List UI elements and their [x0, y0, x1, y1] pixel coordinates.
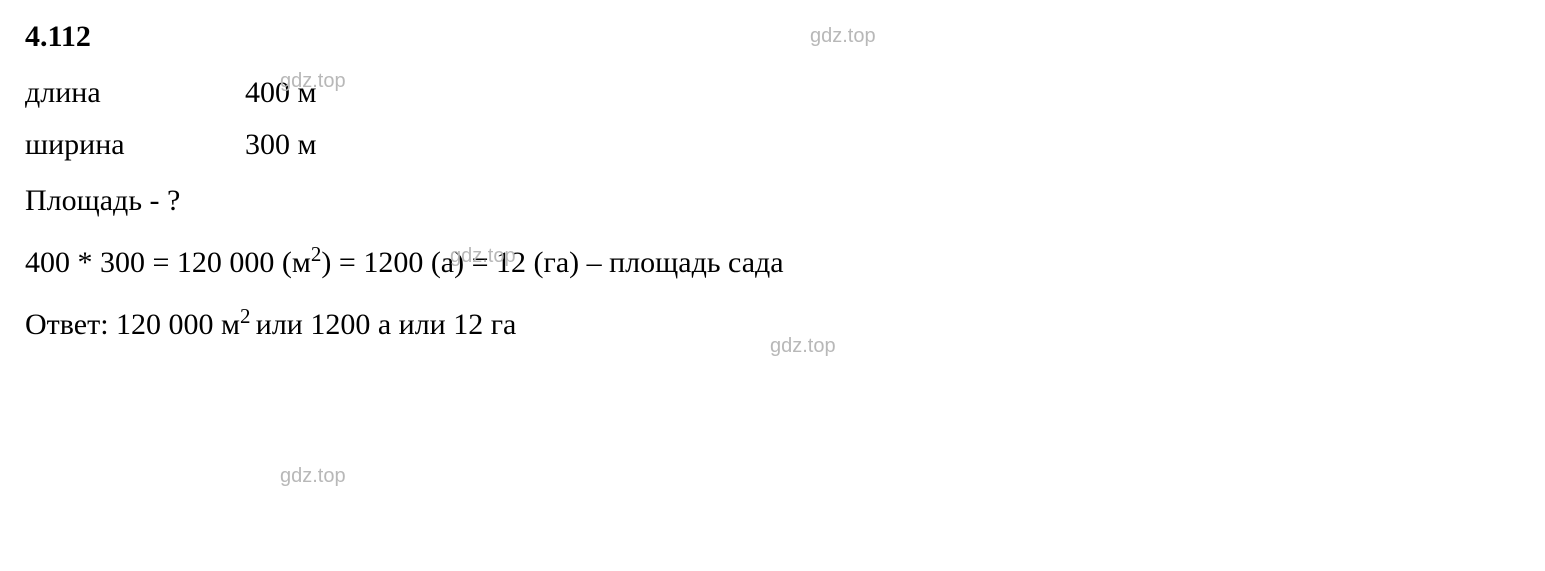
calculation-line: 400 * 300 = 120 000 (м2) = 1200 (а) = 12…	[25, 240, 1520, 284]
calc-prefix: 400 * 300 = 120 000 (м	[25, 246, 311, 279]
length-row: длина 400 м	[25, 76, 1520, 110]
width-value: 300 м	[245, 128, 316, 162]
question-line: Площадь - ?	[25, 180, 1520, 222]
length-label: длина	[25, 76, 245, 110]
problem-number: 4.112	[25, 20, 1520, 54]
width-row: ширина 300 м	[25, 128, 1520, 162]
watermark-text: gdz.top	[280, 465, 346, 488]
calc-sup: 2	[311, 242, 322, 266]
width-label: ширина	[25, 128, 245, 162]
length-value: 400 м	[245, 76, 316, 110]
answer-sup: 2	[240, 304, 256, 328]
answer-line: Ответ: 120 000 м2 или 1200 а или 12 га	[25, 302, 1520, 346]
answer-suffix: или 1200 а или 12 га	[256, 308, 517, 341]
calc-suffix: ) = 1200 (а) = 12 (га) – площадь сада	[321, 246, 783, 279]
answer-prefix: Ответ: 120 000 м	[25, 308, 240, 341]
